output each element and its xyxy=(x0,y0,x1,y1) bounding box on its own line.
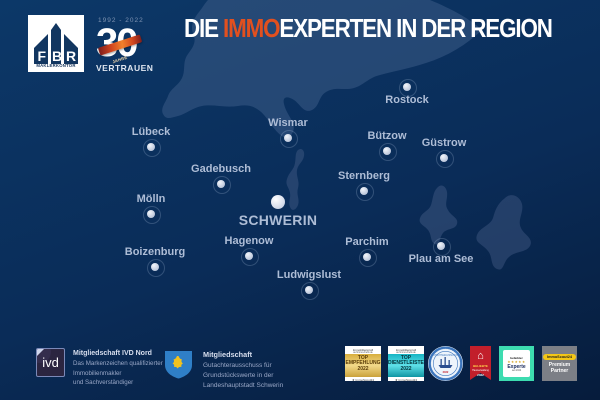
svg-text:2022: 2022 xyxy=(477,373,484,377)
svg-text:⌂: ⌂ xyxy=(477,350,484,362)
svg-text:Hausverwaltung: Hausverwaltung xyxy=(472,369,489,372)
svg-text:BELIEBTE: BELIEBTE xyxy=(473,364,488,368)
svg-text:2022: 2022 xyxy=(443,370,449,374)
svg-text:GUTACHTERAUSSCHUSS: GUTACHTERAUSSCHUSS xyxy=(431,354,460,357)
